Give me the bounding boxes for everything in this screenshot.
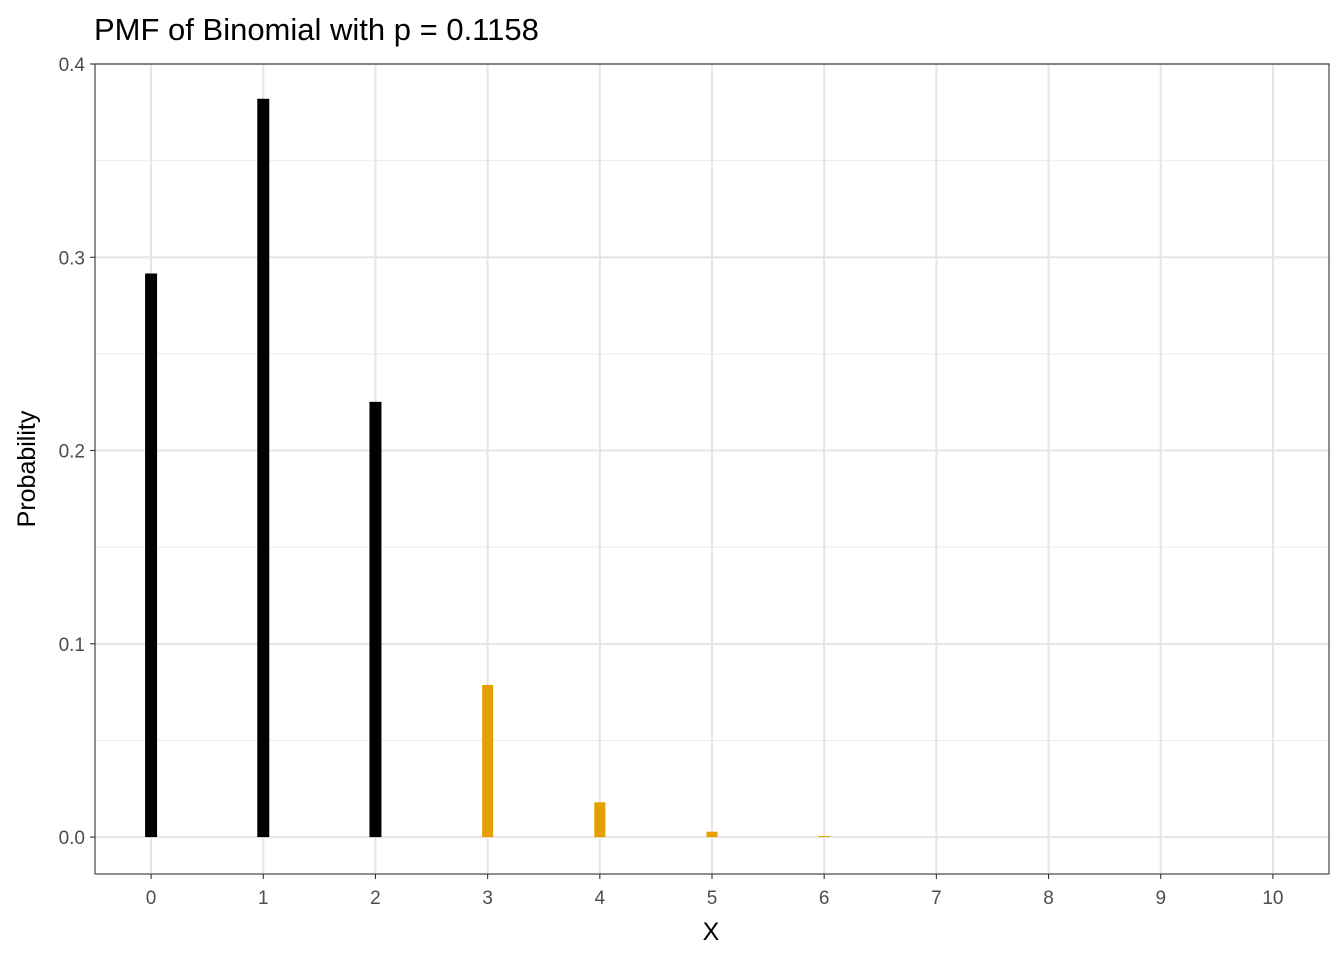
bar-x-6 <box>818 836 830 838</box>
x-tick-label: 6 <box>819 888 830 909</box>
y-tick-label: 0.1 <box>59 635 85 656</box>
x-axis-title: X <box>703 918 720 946</box>
x-tick-label: 0 <box>146 888 157 909</box>
bar-x-2 <box>369 401 382 838</box>
y-tick-label: 0.0 <box>59 828 85 849</box>
x-tick-label: 2 <box>370 888 381 909</box>
y-axis: 0.0 0.1 0.2 0.3 0.4 <box>59 55 95 849</box>
bar-x-5 <box>706 831 718 838</box>
x-tick-label: 8 <box>1043 888 1054 909</box>
y-tick-label: 0.4 <box>59 55 86 76</box>
bar-x-1 <box>257 98 270 838</box>
x-tick-label: 7 <box>931 888 942 909</box>
chart-title: PMF of Binomial with p = 0.1158 <box>94 12 539 47</box>
x-tick-label: 10 <box>1262 888 1283 909</box>
x-axis: 0 1 2 3 4 5 6 7 8 9 10 <box>146 874 1283 909</box>
x-tick-label: 1 <box>258 888 269 909</box>
y-axis-title: Probability <box>13 410 41 527</box>
x-tick-label: 9 <box>1155 888 1166 909</box>
bar-x-0 <box>145 273 158 838</box>
x-tick-label: 5 <box>707 888 718 909</box>
bar-x-3 <box>482 684 494 838</box>
bars <box>145 98 830 838</box>
x-tick-label: 3 <box>482 888 493 909</box>
y-tick-label: 0.3 <box>59 248 85 269</box>
bar-x-4 <box>594 802 606 838</box>
y-tick-label: 0.2 <box>59 442 85 463</box>
x-tick-label: 4 <box>595 888 606 909</box>
